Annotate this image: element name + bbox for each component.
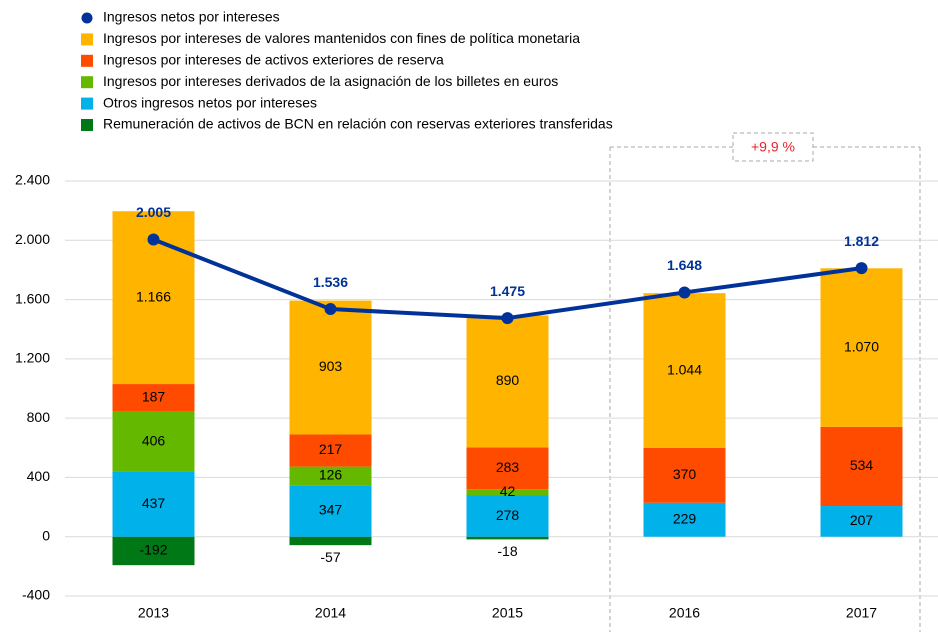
data-label: 347 <box>319 502 343 518</box>
bar-segment <box>643 447 726 503</box>
bar-segment <box>112 411 195 472</box>
bar-segment <box>112 471 195 537</box>
bar-segment <box>112 536 195 566</box>
bar-segment <box>820 426 903 507</box>
line-marker <box>855 262 868 275</box>
line-label: 1.536 <box>313 274 348 290</box>
bar-segment <box>820 506 903 537</box>
bar-segment <box>289 485 372 537</box>
bar-segment <box>466 315 549 448</box>
data-label: 370 <box>673 466 697 482</box>
legend-label: Ingresos por intereses de activos exteri… <box>103 52 444 68</box>
bar-segment <box>289 434 372 467</box>
data-label: 187 <box>142 389 166 405</box>
line-label: 1.812 <box>844 233 879 249</box>
bar-segment <box>466 447 549 490</box>
data-label: -192 <box>139 542 167 558</box>
x-tick-label: 2013 <box>138 605 169 621</box>
bar-segment <box>112 384 195 412</box>
x-tick-label: 2016 <box>669 605 700 621</box>
data-label: 283 <box>496 459 520 475</box>
legend-swatch <box>81 119 93 131</box>
line-marker <box>501 312 514 325</box>
line-marker <box>324 303 337 316</box>
data-label: 903 <box>319 358 343 374</box>
data-label: 1.166 <box>136 288 171 304</box>
legend-swatch <box>81 33 93 46</box>
line <box>152 237 862 321</box>
data-label: 207 <box>850 512 874 528</box>
line-marker <box>147 233 160 246</box>
legend-label: Remuneración de activos de BCN en relaci… <box>103 116 613 132</box>
data-label: 406 <box>142 433 166 449</box>
data-label: 890 <box>496 372 520 388</box>
bar-segment <box>466 536 549 540</box>
x-tick-label: 2015 <box>492 605 523 621</box>
data-label: -18 <box>497 543 517 559</box>
annotation: +9,9 % <box>751 139 795 155</box>
legend-swatch <box>81 54 93 67</box>
x-tick-label: 2014 <box>315 605 346 621</box>
data-label: 437 <box>142 495 166 511</box>
line-marker <box>678 286 691 299</box>
legend-label: Otros ingresos netos por intereses <box>103 94 317 110</box>
legend-swatch <box>81 97 93 110</box>
y-tick-label: 2.000 <box>15 231 50 247</box>
legend-swatch <box>81 76 93 89</box>
legend-marker <box>81 12 93 24</box>
bar-segment <box>643 293 726 448</box>
y-tick-label: 800 <box>27 409 51 425</box>
data-label: 1.044 <box>667 361 702 377</box>
legend-label: Ingresos netos por intereses <box>103 9 280 25</box>
line-label: 1.648 <box>667 257 702 273</box>
bar-segment <box>466 489 549 496</box>
y-tick-label: 1.200 <box>15 350 50 366</box>
bar-segment <box>820 268 903 427</box>
legend-label: Ingresos por intereses derivados de la a… <box>103 73 558 89</box>
line-label: 1.475 <box>490 283 525 299</box>
x-tick-label: 2017 <box>846 605 877 621</box>
data-label: 229 <box>673 510 697 526</box>
data-label: -57 <box>320 549 340 565</box>
data-label: 126 <box>319 467 343 483</box>
y-tick-label: 400 <box>27 468 51 484</box>
bar-segment <box>289 536 372 546</box>
y-tick-label: -400 <box>22 587 50 603</box>
data-label: 217 <box>319 441 343 457</box>
data-label: 278 <box>496 507 520 523</box>
data-label: 1.070 <box>844 338 879 354</box>
data-label: 42 <box>500 483 516 499</box>
y-tick-label: 0 <box>42 527 50 543</box>
y-tick-label: 2.400 <box>15 172 50 188</box>
bar-segment <box>289 300 372 435</box>
bar-segment <box>289 466 372 486</box>
bar-segment <box>643 502 726 537</box>
line-label: 2.005 <box>136 204 171 220</box>
legend-label: Ingresos por intereses de valores manten… <box>103 30 580 46</box>
data-label: 534 <box>850 457 874 473</box>
bar-segment <box>466 495 549 537</box>
annotation-box <box>732 132 814 162</box>
y-tick-label: 1.600 <box>15 290 50 306</box>
